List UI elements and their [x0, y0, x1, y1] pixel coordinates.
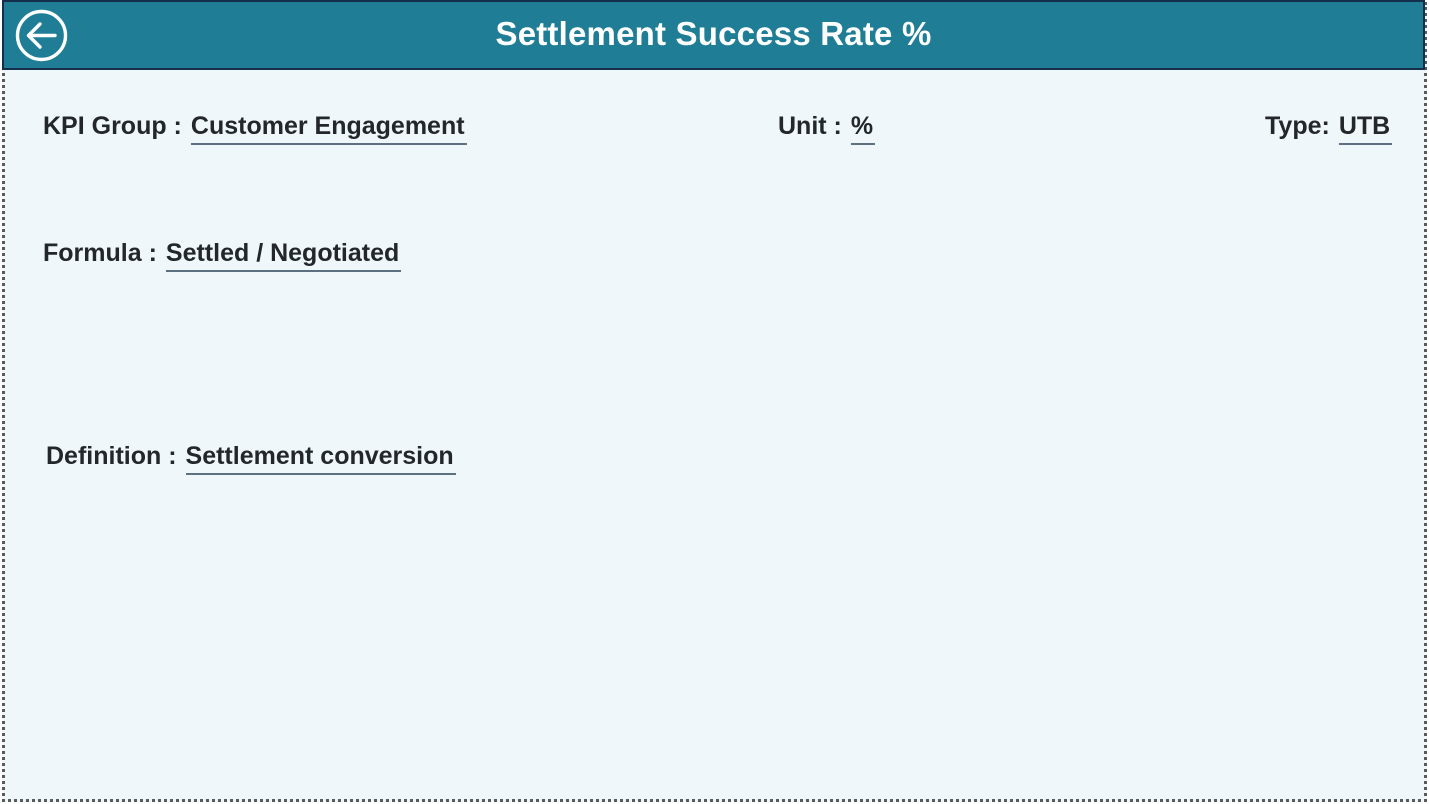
- kpi-group-label: KPI Group :: [43, 112, 182, 140]
- back-button[interactable]: [15, 9, 68, 62]
- arrow-left-circle-icon: [15, 9, 68, 65]
- definition-label: Definition :: [46, 442, 177, 470]
- field-formula: Formula : Settled / Negotiated: [43, 239, 402, 272]
- type-value: UTB: [1338, 112, 1393, 145]
- unit-value: %: [850, 112, 876, 145]
- formula-value: Settled / Negotiated: [165, 239, 402, 272]
- field-definition: Definition : Settlement conversion: [46, 442, 456, 475]
- field-type: Type: UTB: [1265, 112, 1393, 145]
- page-title: Settlement Success Rate %: [495, 15, 932, 52]
- formula-label: Formula :: [43, 239, 157, 267]
- unit-label: Unit :: [778, 112, 842, 140]
- definition-value: Settlement conversion: [185, 442, 456, 475]
- type-label: Type:: [1265, 112, 1330, 140]
- field-unit: Unit :%: [778, 112, 876, 145]
- field-kpi-group: KPI Group : Customer Engagement: [43, 112, 467, 145]
- header-bar: Settlement Success Rate %: [2, 0, 1425, 70]
- kpi-group-value: Customer Engagement: [190, 112, 467, 145]
